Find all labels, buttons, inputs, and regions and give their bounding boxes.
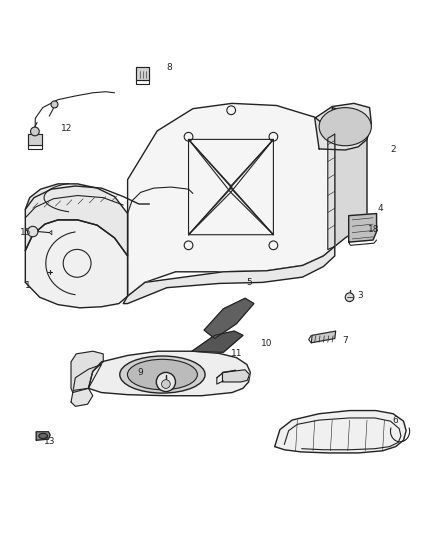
Polygon shape bbox=[25, 184, 127, 256]
Circle shape bbox=[162, 379, 170, 389]
Text: 6: 6 bbox=[392, 416, 398, 425]
Polygon shape bbox=[25, 220, 127, 308]
Circle shape bbox=[51, 101, 58, 108]
Text: 3: 3 bbox=[357, 291, 364, 300]
Polygon shape bbox=[71, 389, 93, 406]
Polygon shape bbox=[311, 331, 336, 343]
Ellipse shape bbox=[120, 356, 205, 393]
Polygon shape bbox=[71, 351, 103, 392]
Text: 13: 13 bbox=[43, 437, 55, 446]
Circle shape bbox=[31, 127, 39, 136]
Polygon shape bbox=[136, 67, 149, 80]
Ellipse shape bbox=[319, 108, 371, 146]
Polygon shape bbox=[73, 365, 102, 399]
Polygon shape bbox=[36, 432, 50, 440]
Polygon shape bbox=[223, 370, 250, 382]
Polygon shape bbox=[127, 103, 335, 296]
Polygon shape bbox=[315, 103, 371, 150]
Polygon shape bbox=[332, 108, 367, 246]
Polygon shape bbox=[28, 134, 42, 144]
Text: 5: 5 bbox=[247, 278, 252, 287]
Circle shape bbox=[156, 373, 176, 392]
Circle shape bbox=[345, 293, 354, 302]
Text: 1: 1 bbox=[25, 280, 30, 289]
Polygon shape bbox=[275, 410, 406, 453]
Text: 15: 15 bbox=[20, 228, 31, 237]
Text: 18: 18 bbox=[368, 225, 379, 234]
Text: 7: 7 bbox=[343, 336, 348, 345]
Text: 9: 9 bbox=[138, 368, 144, 377]
Polygon shape bbox=[123, 246, 335, 304]
Text: 10: 10 bbox=[261, 339, 272, 348]
Polygon shape bbox=[328, 134, 335, 249]
Ellipse shape bbox=[127, 359, 198, 390]
Text: 4: 4 bbox=[377, 204, 383, 213]
Polygon shape bbox=[349, 214, 377, 242]
Text: 11: 11 bbox=[231, 350, 242, 358]
Polygon shape bbox=[192, 331, 243, 352]
Circle shape bbox=[28, 227, 38, 237]
Text: 8: 8 bbox=[166, 63, 172, 72]
Polygon shape bbox=[88, 351, 251, 395]
Text: 12: 12 bbox=[61, 124, 72, 133]
Text: 2: 2 bbox=[390, 146, 396, 155]
Polygon shape bbox=[204, 298, 254, 338]
Ellipse shape bbox=[39, 433, 47, 439]
